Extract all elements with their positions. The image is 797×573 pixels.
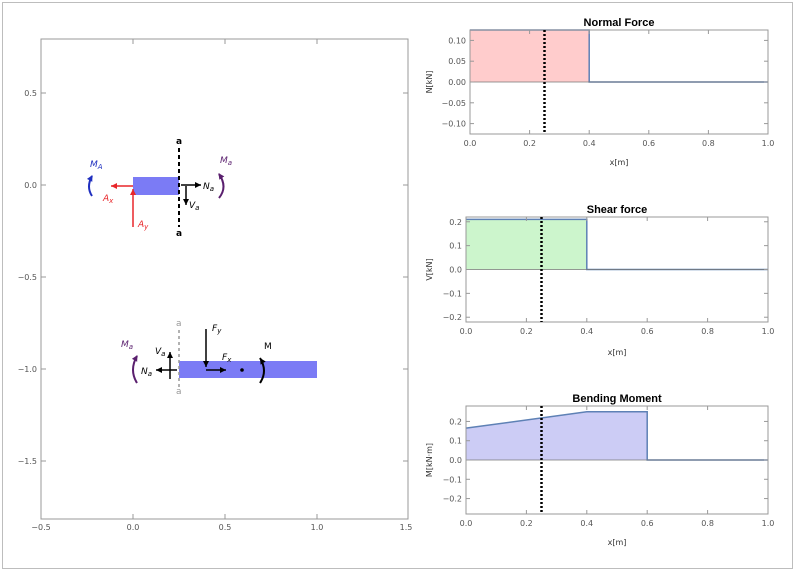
upper-na-label: Na [203,182,214,193]
upper-section-label-bottom: a [176,229,182,239]
chart-y-tick-label: 0.0 [449,266,462,275]
reaction-ay-label: Ay [137,220,149,231]
lower-section-label-bottom: a [176,387,182,397]
chart-1: 0.0 0.2 0.4 0.6 0.8 1.0 0.2 0.1 0.0 −0.1 −0.2 Shear… [425,204,774,357]
load-fx-label: Fx [222,353,232,364]
chart-title: Bending Moment [572,393,662,405]
fbd-x-ticks [40,39,409,519]
chart-2: 0.0 0.2 0.4 0.6 0.8 1.0 0.2 0.1 0.0 −0.1 −0.2 Bendi… [425,393,774,547]
chart-x-tick-label: 0.6 [641,327,654,336]
chart-y-tick-label: −0.05 [441,99,466,108]
fbd-x-tick-label: −0.5 [31,523,50,532]
chart-x-axis-label: x[m] [610,158,629,167]
chart-title: Normal Force [584,17,655,29]
chart-y-tick-label: 0.05 [448,57,466,66]
fbd-x-tick-label: 1.5 [400,523,413,532]
fbd-frame [40,38,409,520]
chart-y-tick-label: −0.1 [443,475,462,484]
chart-area-fill [466,411,768,460]
chart-x-tick-label: 0.0 [464,139,477,148]
lower-na-label: Na [141,367,152,378]
chart-y-tick-label: 0.10 [448,36,466,45]
chart-area-fill [470,30,768,82]
chart-y-tick-label: −0.1 [443,289,462,298]
reaction-ma-label: MA [90,160,103,171]
reaction-ma-arrow [86,175,93,197]
upper-va-label: Va [189,201,199,212]
chart-y-tick-label: −0.10 [441,120,466,129]
chart-x-tick-label: 1.0 [762,519,775,528]
upper-ma-arrow [218,173,225,199]
chart-x-tick-label: 0.4 [580,519,593,528]
chart-x-tick-label: 0.4 [583,139,596,148]
chart-y-tick-label: 0.2 [449,218,462,227]
chart-x-axis-label: x[m] [608,348,627,357]
chart-x-tick-label: 0.8 [701,327,714,336]
chart-x-tick-label: 0.6 [641,519,654,528]
fbd-x-tick-label: 0.0 [127,523,140,532]
chart-x-tick-label: 1.0 [762,327,775,336]
load-point-dot [240,368,244,372]
load-fy-label: Fy [212,324,222,335]
lower-section-label-top: a [176,319,182,329]
chart-x-tick-label: 0.8 [701,519,714,528]
chart-y-axis-label: V[kN] [425,258,434,280]
applied-moment-label: M [264,342,272,352]
chart-x-tick-label: 0.0 [460,519,473,528]
chart-x-tick-label: 0.2 [523,139,536,148]
lower-beam-segment [179,361,317,378]
chart-x-tick-label: 0.8 [702,139,715,148]
chart-y-tick-label: 0.0 [449,456,462,465]
chart-y-tick-label: −0.2 [443,313,462,322]
fbd-y-tick-label: −1.5 [18,457,37,466]
applied-moment-arrow [259,357,266,384]
reaction-ax-label: Ax [102,194,114,205]
chart-0: 0.0 0.2 0.4 0.6 0.8 1.0 0.10 0.05 0.00 −0.05 −0.10… [425,17,774,167]
fbd-y-tick-label: −1.0 [18,365,37,374]
lower-va-label: Va [155,347,165,358]
fbd-y-tick-label: −0.5 [18,273,37,282]
chart-x-tick-label: 0.2 [520,519,533,528]
chart-x-tick-label: 0.6 [642,139,655,148]
fbd-x-tick-label: 1.0 [311,523,324,532]
upper-ma-label: Ma [220,156,232,167]
chart-y-axis-label: M[kN·m] [425,443,434,477]
chart-y-tick-label: 0.1 [449,242,462,251]
fbd-y-tick-label: 0.5 [24,89,37,98]
upper-beam-segment [133,177,179,195]
fbd-y-tick-label: 0.0 [24,181,37,190]
chart-x-tick-label: 0.0 [460,327,473,336]
chart-x-axis-label: x[m] [608,538,627,547]
chart-y-tick-label: 0.2 [449,417,462,426]
chart-title: Shear force [587,204,648,216]
chart-area-fill [466,219,768,270]
chart-y-tick-label: 0.1 [449,437,462,446]
lower-ma-label: Ma [121,340,133,351]
fbd-x-tick-label: 0.5 [219,523,232,532]
free-body-diagram: −0.5 0.0 0.5 1.0 1.5 0.5 0.0 −0.5 −1.0 −… [18,38,413,532]
chart-x-tick-label: 1.0 [762,139,775,148]
diagram-charts: 0.0 0.2 0.4 0.6 0.8 1.00.100.050.00−0.05−0.10… [425,17,774,547]
chart-y-tick-label: −0.2 [443,495,462,504]
lower-ma-arrow [131,355,138,384]
chart-x-tick-label: 0.4 [580,327,593,336]
chart-x-tick-label: 0.2 [520,327,533,336]
fbd-y-ticks [41,92,408,462]
chart-y-axis-label: N[kN] [425,71,434,94]
chart-y-tick-label: 0.00 [448,78,466,87]
upper-section-label-top: a [176,137,182,147]
